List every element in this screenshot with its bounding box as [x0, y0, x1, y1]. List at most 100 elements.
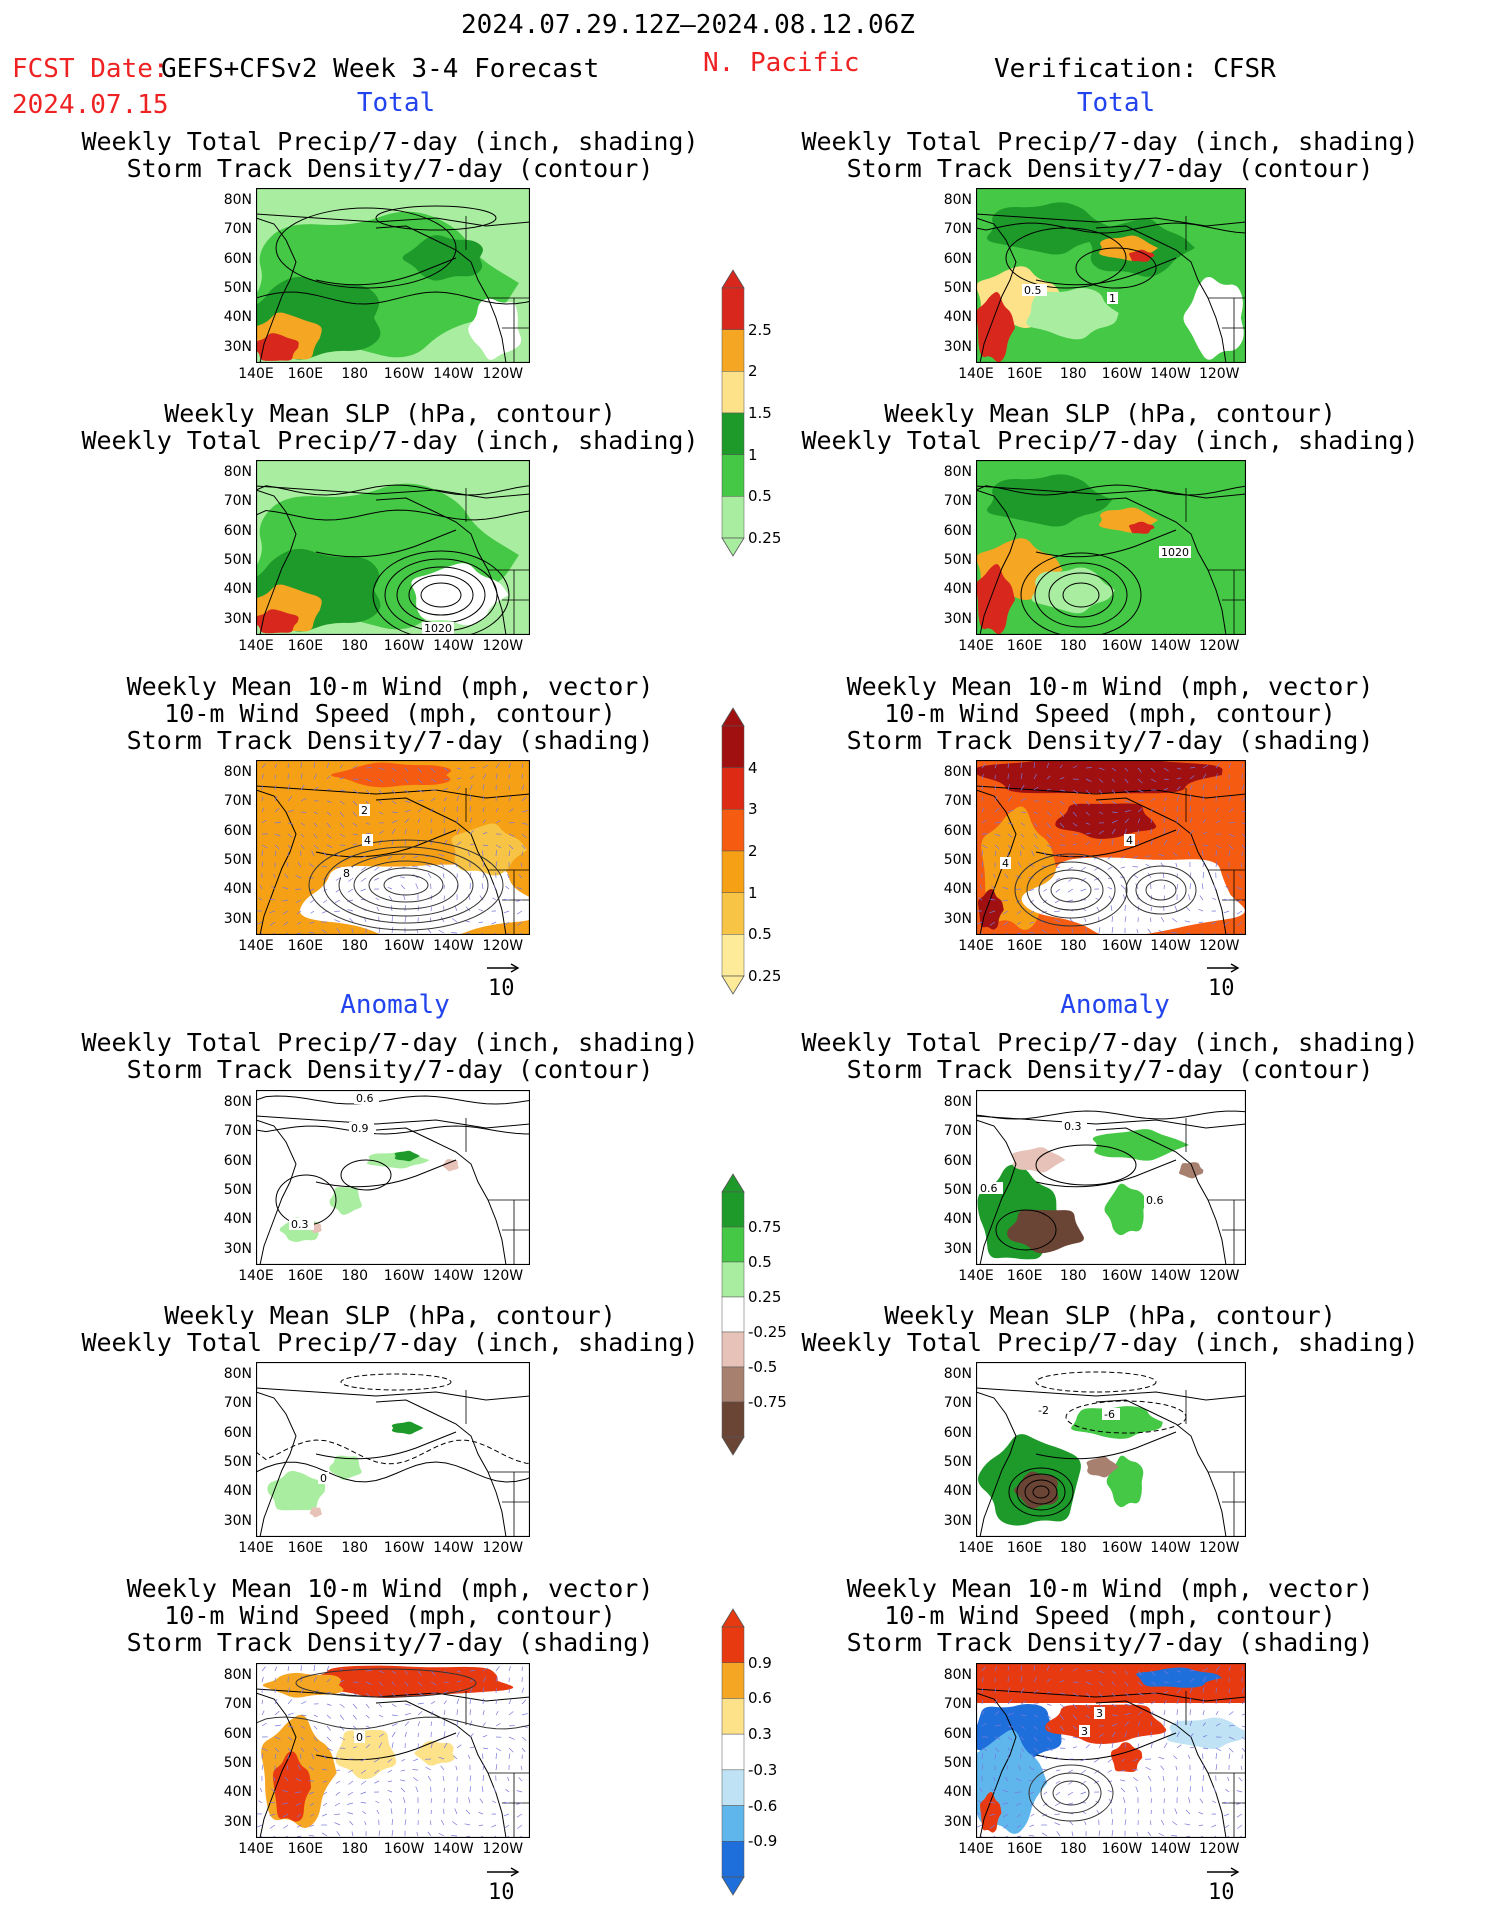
shade-precip-anom-neg0.75 [1007, 1209, 1084, 1254]
wind-vector [994, 795, 998, 802]
wind-vector [456, 767, 462, 770]
wind-vector [1202, 784, 1205, 791]
wind-vector [981, 1710, 985, 1716]
contour-windspeed [1135, 872, 1187, 908]
wind-vector [508, 785, 510, 791]
contour-windspeed [323, 846, 489, 924]
lat-tick-label: 70N [943, 493, 972, 510]
wind-vector [287, 763, 290, 769]
wind-vector [493, 884, 497, 890]
wind-vector [300, 798, 307, 802]
wind-vector [1150, 1681, 1157, 1686]
colorbar-label: 0.6 [748, 1689, 772, 1708]
wind-vector [1202, 850, 1204, 857]
coast-na-coast [1095, 497, 1227, 635]
wind-vector [1033, 1736, 1038, 1742]
wind-vector [326, 762, 330, 769]
wind-vector [495, 1676, 498, 1683]
wind-vector [1150, 1742, 1153, 1749]
lat-tick-label: 30N [223, 910, 252, 927]
wind-vector [365, 1670, 372, 1672]
map-slp-precip-anomaly-verification: -2 -6 [976, 1362, 1246, 1537]
wind-vector [1202, 861, 1205, 868]
wind-vector [387, 1769, 393, 1773]
wind-vector [443, 1690, 449, 1694]
wind-vector [430, 1681, 437, 1686]
wind-vector [1137, 789, 1144, 793]
wind-vector [520, 862, 523, 868]
lat-tick-label: 50N [223, 1453, 252, 1470]
wind-vector [516, 1790, 523, 1793]
wind-vector [417, 808, 423, 813]
wind-vector [1137, 829, 1139, 835]
wind-vector [261, 1747, 268, 1752]
vector-ref-arrow-l6 [487, 1867, 520, 1877]
wind-vector [978, 1800, 983, 1804]
wind-vector [417, 1743, 419, 1749]
colorbar-segment [721, 412, 745, 455]
wind-vector [326, 775, 331, 780]
wind-vector [1085, 1692, 1091, 1698]
wind-vector [413, 1758, 419, 1762]
lat-tick-label: 80N [943, 1094, 972, 1110]
wind-vector [1080, 1791, 1087, 1795]
wind-vector [1160, 916, 1165, 923]
wind-vector [404, 1692, 410, 1697]
wind-vector [339, 1703, 345, 1708]
wind-vector [1202, 764, 1209, 769]
l4-frame [256, 1090, 530, 1265]
contour-label: 0.5 [1024, 284, 1042, 297]
wind-vector [339, 789, 346, 792]
lat-tick-label: 30N [223, 338, 252, 355]
lat-tick-label: 80N [223, 192, 252, 208]
wind-vector [274, 1666, 277, 1672]
wind-vector [388, 895, 393, 901]
wind-vector [508, 1688, 510, 1694]
wind-vector [300, 1747, 305, 1752]
lat-tick-label: 80N [223, 1094, 252, 1110]
coast-aleutians [315, 1159, 457, 1188]
wind-vector [1015, 1791, 1022, 1793]
wind-vector [979, 884, 983, 890]
wind-vector [1111, 1742, 1114, 1749]
wind-vector [469, 1678, 475, 1683]
contour-windspeed [1038, 869, 1104, 911]
map-precip-storm-total-verification: 0.51 [976, 188, 1246, 363]
wind-vector [1111, 800, 1117, 805]
wind-vector [287, 833, 293, 838]
lon-tick-label: 180 [341, 938, 369, 954]
coast-borders [465, 788, 530, 935]
wind-vector [1176, 777, 1182, 780]
wind-vector [403, 1797, 406, 1804]
lon-tick-label: 160E [287, 1841, 324, 1857]
lat-tick-label: 50N [223, 279, 252, 296]
lon-tick-label: 120W [482, 938, 524, 954]
wind-vector [1072, 1725, 1078, 1730]
colorbar-precip-anomaly [721, 1173, 745, 1456]
coast-na-coast [375, 797, 507, 935]
shade-no-precip [468, 298, 522, 360]
wind-vector [1163, 806, 1166, 813]
wind-vector [1137, 840, 1139, 846]
wind-vector [1198, 1811, 1204, 1815]
wind-vector [274, 1747, 280, 1753]
wind-vector [521, 1736, 527, 1741]
shade-precip-2.5 [1128, 521, 1155, 534]
wind-vector [261, 1753, 263, 1760]
wind-vector [334, 899, 341, 904]
wind-vector [1016, 910, 1022, 915]
contour-label-bg [354, 1731, 365, 1743]
wind-vector [274, 833, 281, 837]
wind-vector [1137, 1711, 1143, 1716]
colorbar-label: 1 [748, 883, 758, 902]
wind-vector [261, 1710, 265, 1716]
shade-storm-4 [976, 760, 1223, 794]
lon-tick-label: 120W [1198, 638, 1240, 654]
wind-vector [1124, 1721, 1130, 1727]
lat-tick-label: 60N [943, 822, 972, 839]
wind-vector [482, 1667, 489, 1672]
wind-vector [456, 806, 458, 813]
wind-vector [1059, 1725, 1065, 1731]
wind-vector [521, 1687, 525, 1694]
wind-vector [1007, 784, 1010, 791]
